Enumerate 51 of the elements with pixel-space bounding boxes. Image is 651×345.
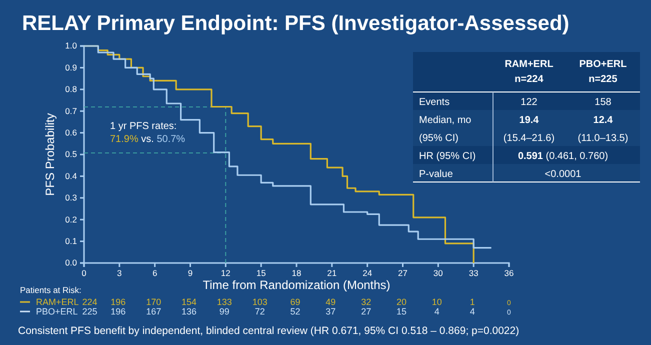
x-tick-label: 33 <box>468 268 479 278</box>
y-tick-label: 0.6 <box>65 128 78 138</box>
annotation: (15.4–21.6) <box>503 133 555 144</box>
annotation: vs. <box>138 134 154 145</box>
x-tick-label: 6 <box>152 268 158 278</box>
y-tick-label: 0.7 <box>65 106 78 116</box>
y-tick-label: 0.2 <box>65 214 78 224</box>
text: Consistent PFS benefit by independent, blinded central review (HR 0.671, 95% CI 0.518 – 0.869; p=0.0022) <box>18 325 520 337</box>
text: 0.591 <box>518 151 544 162</box>
text: n=225 <box>588 74 618 85</box>
x-tick-label: 0 <box>82 268 87 278</box>
y-tick-label: 0.1 <box>65 236 78 246</box>
x-tick-label: 24 <box>362 268 372 278</box>
text: 12.4 <box>593 115 614 126</box>
text: 19.4 <box>519 115 540 126</box>
annotation: 50.7% <box>154 134 186 145</box>
annotation: 71.9% <box>110 134 138 145</box>
x-tick-label: 9 <box>188 268 193 278</box>
y-tick-label: 0.4 <box>65 170 78 181</box>
x-tick-label: 3 <box>117 268 122 278</box>
text: <0.0001 <box>544 169 582 180</box>
text: PBO+ERL <box>579 59 627 70</box>
y-tick-label: 0.5 <box>65 149 78 160</box>
text: Patients at Risk: <box>20 285 82 295</box>
y-tick-label: 0.9 <box>65 62 78 72</box>
x-tick-label: 27 <box>398 268 408 278</box>
text: (0.461, 0.760) <box>542 151 608 162</box>
x-axis-title: Time from Randomization (Months) <box>202 278 390 292</box>
annotation: 1 yr PFS rates: <box>110 121 177 132</box>
annotation: HR (95% CI) <box>419 151 476 162</box>
annotation: RAM+ERL <box>504 59 554 70</box>
x-tick-label: 18 <box>292 268 302 278</box>
text: 122 <box>520 97 538 108</box>
y-tick-label: 0.8 <box>65 84 78 94</box>
y-axis-title: PFS Probability <box>43 113 57 196</box>
x-tick-label: 36 <box>504 268 514 278</box>
y-tick-label: 0.0 <box>65 258 78 268</box>
x-tick-label: 12 <box>220 268 231 278</box>
text: 158 <box>594 97 612 108</box>
annotation: (95% CI) <box>419 133 458 144</box>
text: (11.0–13.5) <box>578 133 628 144</box>
annotation: P-value <box>419 169 454 180</box>
y-tick-label: 1.0 <box>65 40 78 51</box>
annotation: Events <box>419 97 450 108</box>
chart-title: RELAY Primary Endpoint: PFS (Investigator-Assessed) <box>22 12 570 35</box>
x-tick-label: 15 <box>256 268 266 278</box>
y-tick-label: 0.3 <box>65 192 78 203</box>
x-tick-label: 21 <box>327 268 337 278</box>
annotation: Median, mo <box>419 115 472 126</box>
text: n=224 <box>514 74 544 85</box>
x-tick-label: 30 <box>433 268 444 278</box>
